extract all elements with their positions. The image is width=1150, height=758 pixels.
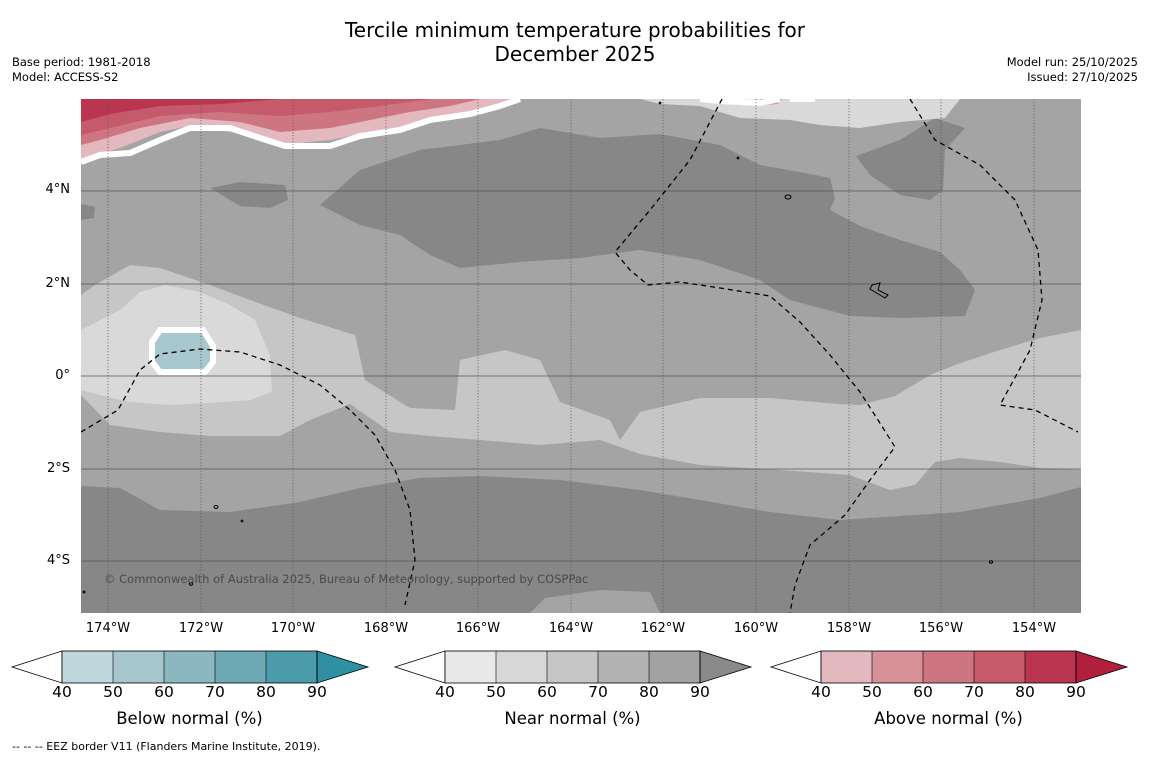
lon-label-154w: 154°W — [1011, 621, 1057, 636]
cbar-below-tick: 50 — [103, 683, 123, 701]
cbar-above-tick: 90 — [1066, 683, 1086, 701]
title-line-1: Tercile minimum temperature probabilitie… — [344, 18, 806, 42]
model-name: Model: ACCESS-S2 — [12, 70, 119, 84]
lat-label-2s: 2°S — [46, 461, 70, 476]
lat-label-4s: 4°S — [46, 553, 70, 568]
colorbar-near — [393, 650, 753, 684]
near-normal-80-90-south — [81, 476, 1081, 613]
lon-label-174w: 174°W — [85, 621, 131, 636]
lat-label-4n: 4°N — [45, 182, 71, 197]
eez-footnote: -- -- -- EEZ border V11 (Flanders Marine… — [12, 740, 321, 753]
grid-lines — [81, 99, 1081, 613]
cbar-near-tick: 50 — [486, 683, 506, 701]
metadata-left: Base period: 1981-2018 Model: ACCESS-S2 — [12, 55, 151, 85]
eez-borders — [81, 99, 1079, 613]
lon-label-168w: 168°W — [363, 621, 409, 636]
cbar-below-tick: 90 — [307, 683, 327, 701]
metadata-right: Model run: 25/10/2025 Issued: 27/10/2025 — [1007, 55, 1138, 85]
cbar-above-tick: 70 — [964, 683, 984, 701]
cbar-near-tick: 80 — [639, 683, 659, 701]
near-normal-80-90-west-edge — [81, 204, 95, 220]
near-normal-80-90-central — [320, 128, 975, 318]
map-title: Tercile minimum temperature probabilitie… — [0, 18, 1150, 66]
above-normal-70-80 — [81, 99, 430, 135]
above-normal-outline — [81, 99, 521, 165]
cbar-near-tick: 90 — [690, 683, 710, 701]
lon-label-160w: 160°W — [733, 621, 779, 636]
near-normal-80-90-west — [210, 182, 288, 208]
cbar-near-tick: 40 — [435, 683, 455, 701]
cbar-near-title: Near normal (%) — [504, 709, 641, 728]
near-normal-50-60-top — [640, 99, 960, 128]
map-field — [81, 99, 1081, 613]
colorbar-above — [769, 650, 1129, 684]
cbar-below-tick: 60 — [154, 683, 174, 701]
lon-label-166w: 166°W — [455, 621, 501, 636]
cbar-above-tick: 80 — [1015, 683, 1035, 701]
cbar-above-tick: 40 — [811, 683, 831, 701]
model-run: Model run: 25/10/2025 — [1006, 55, 1138, 69]
near-normal-70-80-sw-patch — [530, 590, 660, 613]
cbar-above-tick: 60 — [913, 683, 933, 701]
title-line-2: December 2025 — [494, 42, 656, 66]
colorbar-below — [10, 650, 370, 684]
islands — [82, 101, 994, 594]
lon-label-158w: 158°W — [826, 621, 872, 636]
issued-date: Issued: 27/10/2025 — [1027, 70, 1138, 84]
cbar-near-tick: 60 — [537, 683, 557, 701]
cbar-near-tick: 70 — [588, 683, 608, 701]
cbar-above-tick: 50 — [862, 683, 882, 701]
lon-label-162w: 162°W — [640, 621, 686, 636]
lon-label-164w: 164°W — [548, 621, 594, 636]
lon-label-172w: 172°W — [178, 621, 224, 636]
cbar-below-tick: 70 — [205, 683, 225, 701]
base-period: Base period: 1981-2018 — [12, 55, 151, 69]
lon-label-170w: 170°W — [270, 621, 316, 636]
near-normal-80-90-east — [856, 118, 965, 200]
lat-label-2n: 2°N — [45, 276, 71, 291]
cbar-above-title: Above normal (%) — [874, 709, 1023, 728]
lon-label-156w: 156°W — [918, 621, 964, 636]
lat-label-0: 0° — [55, 368, 70, 383]
above-normal-80-90 — [81, 99, 280, 122]
cbar-below-tick: 80 — [256, 683, 276, 701]
cbar-below-title: Below normal (%) — [116, 709, 263, 728]
copyright-notice: © Commonwealth of Australia 2025, Bureau… — [104, 572, 589, 586]
cbar-below-tick: 40 — [52, 683, 72, 701]
above-normal-east-outline — [699, 99, 815, 107]
